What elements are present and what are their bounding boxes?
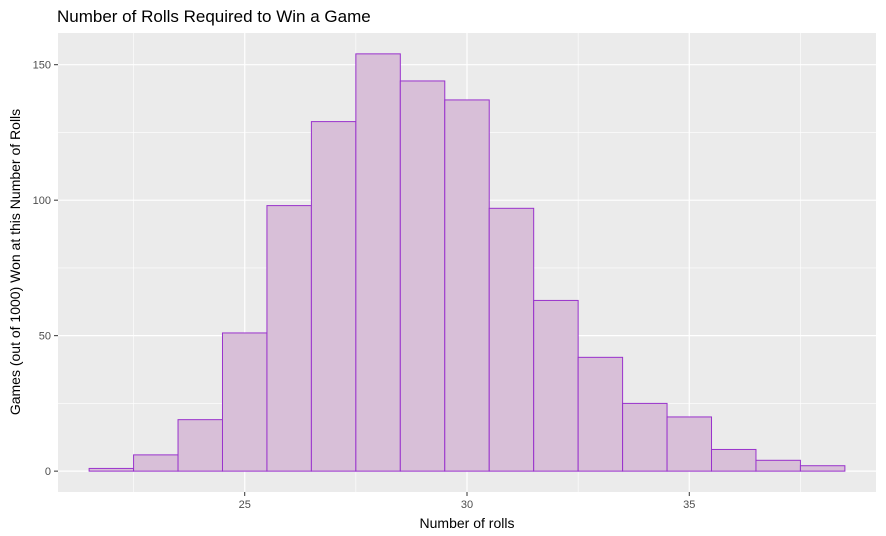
histogram-bar <box>266 205 312 472</box>
y-tick-label: 50 <box>39 331 51 343</box>
histogram-bar <box>133 454 179 472</box>
y-tick-label: 0 <box>45 466 51 478</box>
histogram-bar <box>488 207 535 472</box>
axis-ticks: 25 30 35 0 50 100 150 <box>33 60 696 511</box>
histogram-bar <box>799 465 846 472</box>
histogram-bar <box>577 356 624 472</box>
y-axis-title: Games (out of 1000) Won at this Number o… <box>7 109 23 415</box>
x-tick-label: 25 <box>239 499 251 511</box>
histogram-bar <box>221 332 268 472</box>
histogram-bar <box>177 419 223 472</box>
histogram-bar <box>622 402 668 472</box>
x-axis-title: Number of rolls <box>420 515 515 531</box>
histogram-bar <box>399 80 446 472</box>
x-tick-label: 30 <box>461 499 473 511</box>
histogram-bar <box>755 459 801 472</box>
y-tick-label: 150 <box>33 60 51 72</box>
y-tick-label: 100 <box>33 195 51 207</box>
histogram-bars <box>88 53 846 472</box>
histogram-bar <box>666 416 713 472</box>
histogram-bar <box>444 99 490 472</box>
histogram-bar <box>355 53 401 472</box>
histogram-bar <box>88 467 135 472</box>
histogram-bar <box>711 448 757 472</box>
chart-title: Number of Rolls Required to Win a Game <box>57 7 371 26</box>
histogram-bar <box>310 121 357 472</box>
x-tick-label: 35 <box>683 499 695 511</box>
histogram-bar <box>533 299 579 472</box>
